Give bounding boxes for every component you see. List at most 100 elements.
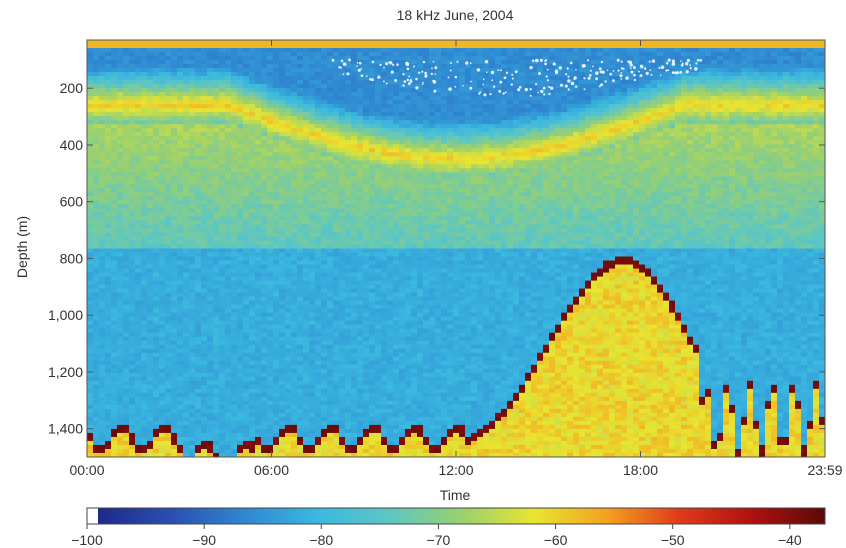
heatmap-cell [303, 88, 310, 93]
heatmap-cell [99, 352, 106, 358]
heatmap-cell [153, 336, 160, 342]
heatmap-cell [111, 204, 118, 209]
heatmap-cell [309, 360, 316, 366]
heatmap-cell [351, 380, 358, 386]
heatmap-cell [315, 436, 322, 442]
heatmap-cell [189, 436, 196, 442]
heatmap-cell [105, 244, 112, 250]
heatmap-cell [189, 364, 196, 370]
heatmap-cell [201, 204, 208, 209]
heatmap-cell [213, 120, 220, 125]
heatmap-cell [285, 232, 292, 238]
heatmap-cell [261, 272, 268, 278]
heatmap-cell [303, 432, 310, 438]
heatmap-cell [129, 356, 136, 362]
heatmap-cell [243, 144, 250, 149]
heatmap-cell [171, 140, 178, 145]
heatmap-cell [153, 344, 160, 350]
heatmap-cell [129, 176, 136, 181]
heatmap-cell [237, 136, 244, 141]
heatmap-cell [195, 360, 202, 366]
heatmap-cell [321, 284, 328, 290]
heatmap-cell [177, 376, 184, 382]
heatmap-cell [195, 260, 202, 266]
heatmap-cell [165, 312, 172, 318]
heatmap-cell [267, 380, 274, 386]
heatmap-cell [285, 84, 292, 89]
heatmap-cell [183, 104, 190, 109]
heatmap-cell [243, 416, 250, 422]
heatmap-cell [333, 280, 340, 286]
heatmap-cell [135, 124, 142, 129]
heatmap-cell [171, 48, 178, 53]
heatmap-cell [243, 300, 250, 306]
heatmap-cell [201, 176, 208, 181]
heatmap-cell [369, 292, 376, 298]
heatmap-cell [213, 72, 220, 77]
heatmap-cell [285, 224, 292, 230]
heatmap-cell [111, 44, 118, 49]
heatmap-cell [315, 300, 322, 306]
heatmap-cell [135, 452, 142, 457]
heatmap-cell [327, 116, 334, 121]
heatmap-cell [207, 184, 214, 189]
heatmap-cell [315, 100, 322, 105]
heatmap-cell [225, 56, 232, 61]
heatmap-cell [177, 152, 184, 157]
heatmap-cell [171, 168, 178, 173]
heatmap-cell [105, 436, 112, 442]
heatmap-cell [195, 268, 202, 274]
heatmap-cell [267, 156, 274, 161]
heatmap-cell [339, 68, 346, 73]
heatmap-cell [279, 244, 286, 250]
heatmap-cell [327, 124, 334, 129]
heatmap-cell [255, 384, 262, 390]
heatmap-cell [93, 420, 100, 426]
heatmap-cell [291, 408, 298, 414]
heatmap-cell [213, 384, 220, 390]
heatmap-cell [111, 68, 118, 73]
heatmap-cell [147, 128, 154, 133]
heatmap-cell [351, 160, 358, 165]
heatmap-cell [273, 208, 280, 214]
heatmap-cell [315, 216, 322, 222]
heatmap-cell [183, 176, 190, 181]
heatmap-cell [231, 88, 238, 93]
heatmap-cell [87, 116, 94, 121]
heatmap-cell [279, 64, 286, 69]
heatmap-cell [279, 164, 286, 169]
heatmap-cell [225, 368, 232, 374]
heatmap-cell [141, 104, 148, 109]
heatmap-cell [261, 148, 268, 153]
heatmap-cell [153, 304, 160, 310]
heatmap-cell [165, 404, 172, 410]
heatmap-cell [291, 424, 298, 430]
heatmap-cell [213, 152, 220, 157]
heatmap-cell [105, 212, 112, 218]
heatmap-cell [99, 412, 106, 418]
heatmap-cell [189, 292, 196, 298]
heatmap-cell [213, 40, 220, 45]
heatmap-cell [321, 316, 328, 322]
heatmap-cell [153, 436, 160, 442]
heatmap-cell [147, 220, 154, 226]
heatmap-cell [297, 244, 304, 250]
heatmap-cell [135, 40, 142, 45]
heatmap-cell [135, 64, 142, 69]
heatmap-cell [345, 156, 352, 161]
heatmap-cell [135, 220, 142, 226]
heatmap-cell [273, 368, 280, 374]
heatmap-cell [285, 196, 292, 201]
heatmap-cell [117, 420, 124, 426]
heatmap-cell [129, 280, 136, 286]
heatmap-cell [297, 96, 304, 101]
heatmap-cell [147, 196, 154, 201]
heatmap-cell [231, 260, 238, 266]
heatmap-cell [345, 368, 352, 374]
heatmap-cell [165, 444, 172, 450]
heatmap-cell [123, 216, 130, 222]
heatmap-cell [147, 272, 154, 278]
heatmap-cell [345, 324, 352, 330]
heatmap-cell [315, 252, 322, 258]
heatmap-cell [165, 64, 172, 69]
